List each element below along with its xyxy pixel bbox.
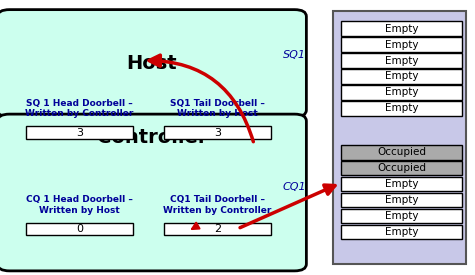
Bar — [341, 177, 462, 191]
FancyBboxPatch shape — [0, 10, 306, 117]
Bar — [341, 53, 462, 68]
Text: CQ1: CQ1 — [283, 182, 306, 192]
Text: Occupied: Occupied — [377, 163, 426, 173]
Text: SQ 1 Head Doorbell –
Written by Controller: SQ 1 Head Doorbell – Written by Controll… — [25, 99, 134, 118]
Text: 0: 0 — [76, 224, 83, 234]
Bar — [164, 126, 271, 139]
Text: Empty: Empty — [385, 227, 418, 237]
Text: Empty: Empty — [385, 87, 418, 97]
Text: Empty: Empty — [385, 103, 418, 113]
Bar — [26, 223, 133, 235]
Bar — [341, 145, 462, 160]
Bar — [341, 193, 462, 207]
Text: 3: 3 — [76, 128, 83, 138]
Text: Empty: Empty — [385, 179, 418, 189]
Bar — [341, 209, 462, 223]
Text: Occupied: Occupied — [377, 147, 426, 157]
Text: CQ 1 Head Doorbell –
Written by Host: CQ 1 Head Doorbell – Written by Host — [26, 195, 133, 215]
Text: SQ1 Tail Doorbell –
Written by Host: SQ1 Tail Doorbell – Written by Host — [170, 99, 265, 118]
Bar — [341, 37, 462, 52]
Text: 2: 2 — [214, 224, 221, 234]
Bar — [341, 85, 462, 100]
Bar — [341, 69, 462, 84]
Bar — [341, 101, 462, 116]
FancyBboxPatch shape — [0, 114, 306, 271]
Text: Host: Host — [127, 54, 177, 73]
Text: Empty: Empty — [385, 72, 418, 81]
Bar — [164, 223, 271, 235]
Bar — [341, 21, 462, 36]
Text: SQ1: SQ1 — [284, 50, 306, 60]
Text: Empty: Empty — [385, 195, 418, 205]
Text: CQ1 Tail Doorbell –
Written by Controller: CQ1 Tail Doorbell – Written by Controlle… — [163, 195, 272, 215]
Bar — [332, 11, 466, 264]
Text: 3: 3 — [214, 128, 221, 138]
Text: Empty: Empty — [385, 211, 418, 221]
Bar — [341, 161, 462, 175]
Bar — [26, 126, 133, 139]
Text: Empty: Empty — [385, 40, 418, 49]
Text: Empty: Empty — [385, 56, 418, 65]
Text: Controller: Controller — [97, 128, 207, 147]
Text: Empty: Empty — [385, 24, 418, 34]
Bar — [341, 225, 462, 239]
